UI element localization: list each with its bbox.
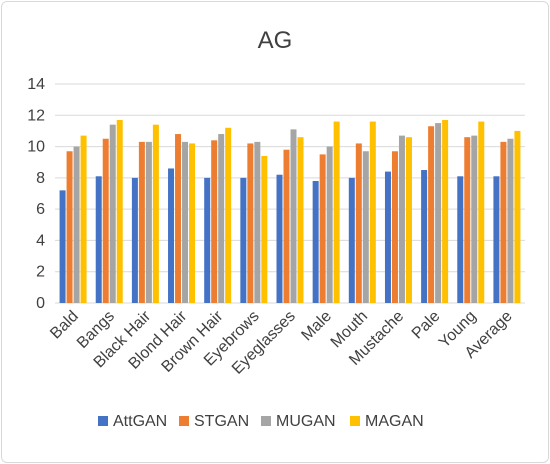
y-axis-ticks: 0 2 4 6 8 10 12 14 <box>27 76 45 312</box>
bar-stgan <box>283 149 290 303</box>
bar-magan <box>478 121 485 304</box>
bar-stgan <box>175 134 182 303</box>
legend-swatch <box>350 416 360 426</box>
bar-mugan <box>290 129 297 303</box>
y-tick-label: 8 <box>36 170 45 187</box>
bar-mugan <box>398 135 405 303</box>
bar-stgan <box>102 138 109 303</box>
bar-attgan <box>95 176 102 303</box>
legend-label: MUGAN <box>276 413 336 430</box>
y-tick-label: 6 <box>36 201 45 218</box>
y-tick-label: 14 <box>27 76 45 93</box>
bar-stgan <box>319 154 326 303</box>
bar-attgan <box>131 177 138 303</box>
bar-stgan <box>355 143 362 303</box>
bar-attgan <box>240 177 247 303</box>
y-tick-label: 12 <box>27 107 45 124</box>
bar-attgan <box>384 171 391 303</box>
bar-mugan <box>362 151 369 303</box>
bar-mugan <box>471 135 478 303</box>
bar-magan <box>189 143 196 303</box>
bars <box>59 119 521 304</box>
bar-attgan <box>457 176 464 303</box>
bar-mugan <box>73 146 80 303</box>
y-tick-label: 0 <box>36 295 45 312</box>
bar-magan <box>152 124 159 304</box>
bar-magan <box>442 119 449 303</box>
legend-label: STGAN <box>194 413 249 430</box>
bar-attgan <box>168 168 175 303</box>
bar-attgan <box>348 177 355 303</box>
legend-label: AttGAN <box>113 413 167 430</box>
bar-mugan <box>507 138 514 303</box>
bar-magan <box>514 130 521 303</box>
bar-mugan <box>182 141 189 303</box>
bar-mugan <box>326 146 333 303</box>
bar-mugan <box>218 134 225 303</box>
bar-magan <box>297 137 304 303</box>
legend-label: MAGAN <box>365 413 424 430</box>
chart-title: AG <box>258 27 293 54</box>
bar-stgan <box>247 143 254 303</box>
bar-magan <box>116 119 123 303</box>
bar-attgan <box>59 190 66 303</box>
y-tick-label: 2 <box>36 264 45 281</box>
bar-attgan <box>276 174 283 303</box>
bar-stgan <box>464 137 471 303</box>
bar-magan <box>333 121 340 304</box>
bar-stgan <box>500 141 507 303</box>
bar-mugan <box>254 141 261 303</box>
bar-mugan <box>109 124 116 304</box>
bar-attgan <box>493 176 500 303</box>
gridlines <box>55 83 525 304</box>
bar-stgan <box>391 151 398 303</box>
bar-stgan <box>211 140 218 303</box>
legend: AttGAN STGAN MUGAN MAGAN <box>98 413 424 430</box>
bar-magan <box>261 155 268 303</box>
bar-magan <box>405 137 412 303</box>
bar-magan <box>225 127 232 303</box>
bar-attgan <box>312 180 319 303</box>
legend-swatch <box>98 416 108 426</box>
bar-attgan <box>204 177 211 303</box>
bar-mugan <box>145 141 152 303</box>
bar-attgan <box>421 170 428 303</box>
bar-stgan <box>66 151 73 303</box>
bar-stgan <box>428 126 435 303</box>
bar-magan <box>80 135 87 303</box>
bar-magan <box>369 121 376 304</box>
y-tick-label: 4 <box>36 232 45 249</box>
bar-stgan <box>138 141 145 303</box>
legend-swatch <box>179 416 189 426</box>
bar-mugan <box>435 123 442 303</box>
y-tick-label: 10 <box>27 139 45 156</box>
legend-swatch <box>261 416 271 426</box>
